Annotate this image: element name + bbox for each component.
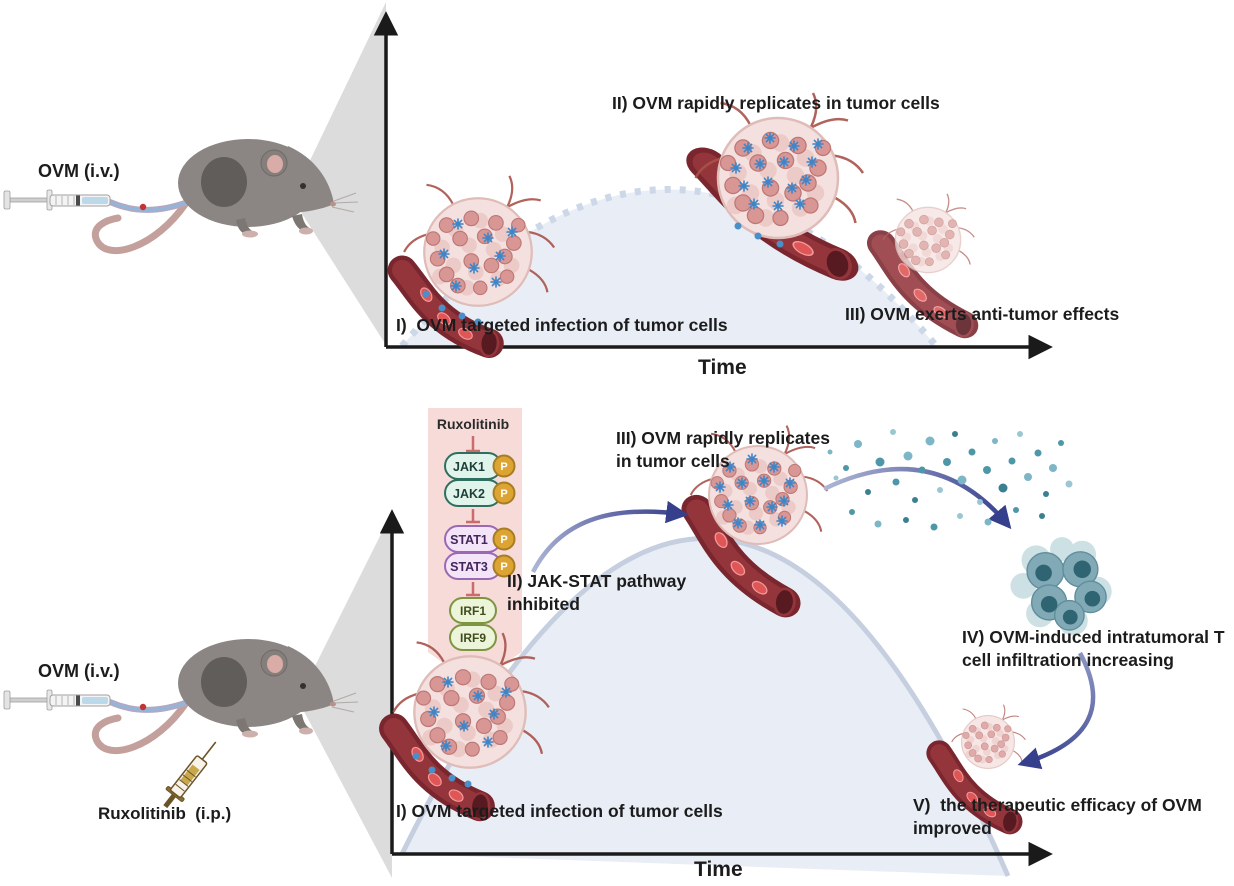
step-iv-label-line2: cell infiltration increasing [962, 650, 1174, 670]
svg-text:STAT1: STAT1 [450, 533, 488, 547]
svg-text:STAT3: STAT3 [450, 560, 488, 574]
magnification-beam-bottom [298, 512, 392, 878]
step-iii-label-bottom-line1: III) OVM rapidly replicates [616, 428, 830, 448]
step-i-label-bottom: I) OVM targeted infection of tumor cells [396, 801, 723, 821]
tumor-replicating-top-ii [685, 91, 869, 286]
step-v-label-line1: V) the therapeutic efficacy of OVM [913, 795, 1202, 815]
svg-text:IRF9: IRF9 [460, 631, 486, 645]
mouse-illustration-top [4, 139, 358, 251]
ovm-iv-label-bottom: OVM (i.v.) [38, 661, 120, 681]
pathway-node-stat3: STAT3 P [444, 552, 516, 580]
time-axis-label-bottom: Time [694, 858, 743, 881]
arrow-pathway-to-tumor [531, 500, 689, 574]
svg-text:P: P [500, 461, 507, 473]
step-ii-label-bottom-line2: inhibited [507, 594, 580, 614]
arrow-tcells-to-tumor [1017, 651, 1096, 770]
svg-text:P: P [500, 561, 507, 573]
inhibition-tbar-2 [466, 509, 480, 524]
step-iii-label-top: III) OVM exerts anti-tumor effects [845, 304, 1120, 324]
svg-text:JAK1: JAK1 [453, 460, 485, 474]
phospho-icon [492, 481, 516, 505]
pathway-node-jak2: JAK2 P [444, 479, 516, 507]
step-i-label-top: I) OVM targeted infection of tumor cells [396, 315, 728, 335]
phospho-icon [492, 527, 516, 551]
jak-stat-pathway-box: Ruxolitinib JAK1 P JAK2 P STAT1 P STAT3 [428, 408, 522, 684]
step-iv-label-line1: IV) OVM-induced intratumoral T [962, 627, 1225, 647]
pathway-node-irf1: IRF1 [449, 597, 497, 624]
step-v-label-line2: improved [913, 818, 992, 838]
ovm-iv-label-top: OVM (i.v.) [38, 161, 120, 181]
ruxolitinib-ip-label: Ruxolitinib (i.p.) [98, 804, 232, 823]
magnification-beam-top [292, 2, 386, 345]
arrow-virus-spread-to-tcells [823, 466, 1012, 530]
pathway-node-stat1: STAT1 P [444, 525, 516, 553]
tumor-infected-top-i [384, 174, 556, 362]
step-ii-label-bottom-line1: II) JAK-STAT pathway [507, 571, 687, 591]
svg-text:JAK2: JAK2 [453, 487, 485, 501]
tumor-infected-bottom-i [373, 631, 551, 825]
svg-text:P: P [500, 534, 507, 546]
ruxolitinib-syringe [156, 734, 225, 814]
svg-text:P: P [500, 488, 507, 500]
virus-spread-dots [827, 429, 1073, 531]
t-cell-cluster [1009, 536, 1113, 637]
pathway-node-irf9: IRF9 [449, 624, 497, 651]
virus-in-vessel-dots [422, 290, 482, 326]
step-iii-label-bottom-line2: in tumor cells [616, 451, 730, 471]
inhibition-tbar-1 [466, 436, 480, 453]
step-ii-label-top: II) OVM rapidly replicates in tumor cell… [612, 93, 940, 113]
inhibitor-label: Ruxolitinib [437, 416, 509, 432]
inhibition-tbar-3 [466, 582, 480, 597]
axes-bottom [379, 509, 1053, 867]
phospho-icon [492, 454, 516, 478]
time-axis-label-top: Time [698, 356, 747, 379]
phospho-icon [492, 554, 516, 578]
svg-text:IRF1: IRF1 [460, 604, 486, 618]
mouse-illustration-bottom [4, 639, 358, 751]
pathway-node-jak1: JAK1 P [444, 452, 516, 480]
